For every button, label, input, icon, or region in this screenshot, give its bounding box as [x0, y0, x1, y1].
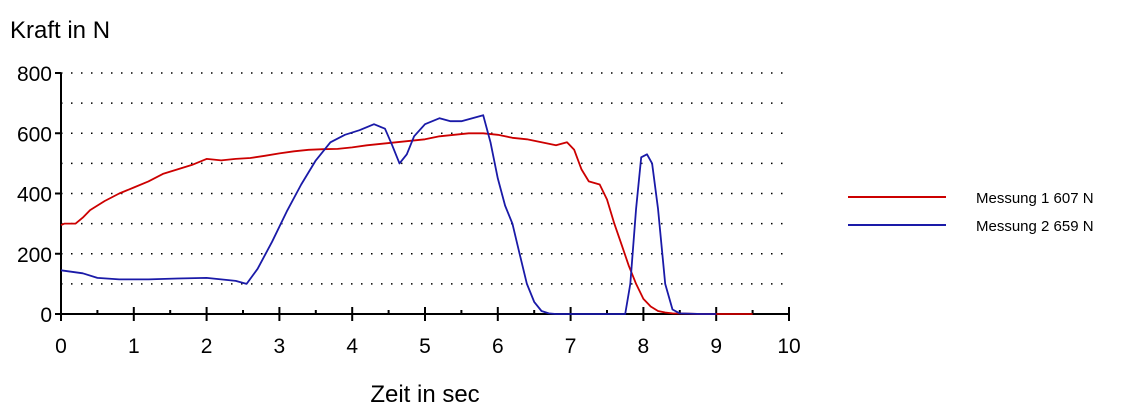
x-tick-label: 1: [128, 335, 140, 358]
x-tick-label: 10: [777, 335, 800, 358]
y-tick-label: 800: [17, 63, 52, 86]
series-line-1: [60, 132, 753, 315]
x-tick-label: 5: [419, 335, 431, 358]
legend-label-2: Messung 2 659 N: [976, 218, 1094, 235]
x-tick-label: 8: [638, 335, 650, 358]
series-layer: [60, 114, 753, 315]
y-tick-label: 200: [17, 244, 52, 267]
series-line-2: [60, 114, 717, 315]
x-tick-label: 3: [274, 335, 286, 358]
legend: Messung 1 607 N Messung 2 659 N: [848, 190, 1094, 235]
x-tick-label: 7: [565, 335, 577, 358]
y-axis-label: Kraft in N: [10, 17, 110, 44]
legend-label-1: Messung 1 607 N: [976, 190, 1094, 207]
grid-layer: [61, 72, 789, 285]
y-tick-label: 0: [40, 304, 52, 327]
x-tick-label: 4: [346, 335, 358, 358]
x-tick-label: 0: [55, 335, 67, 358]
x-tick-label: 6: [492, 335, 504, 358]
x-tick-label: 2: [201, 335, 213, 358]
x-axis-label: Zeit in sec: [370, 381, 479, 408]
x-tick-label: 9: [710, 335, 722, 358]
axis-layer: 0 200 400 600 800 0 1 2 3 4 5 6 7 8 9 10: [17, 63, 801, 358]
y-tick-label: 400: [17, 184, 52, 207]
y-tick-label: 600: [17, 123, 52, 146]
